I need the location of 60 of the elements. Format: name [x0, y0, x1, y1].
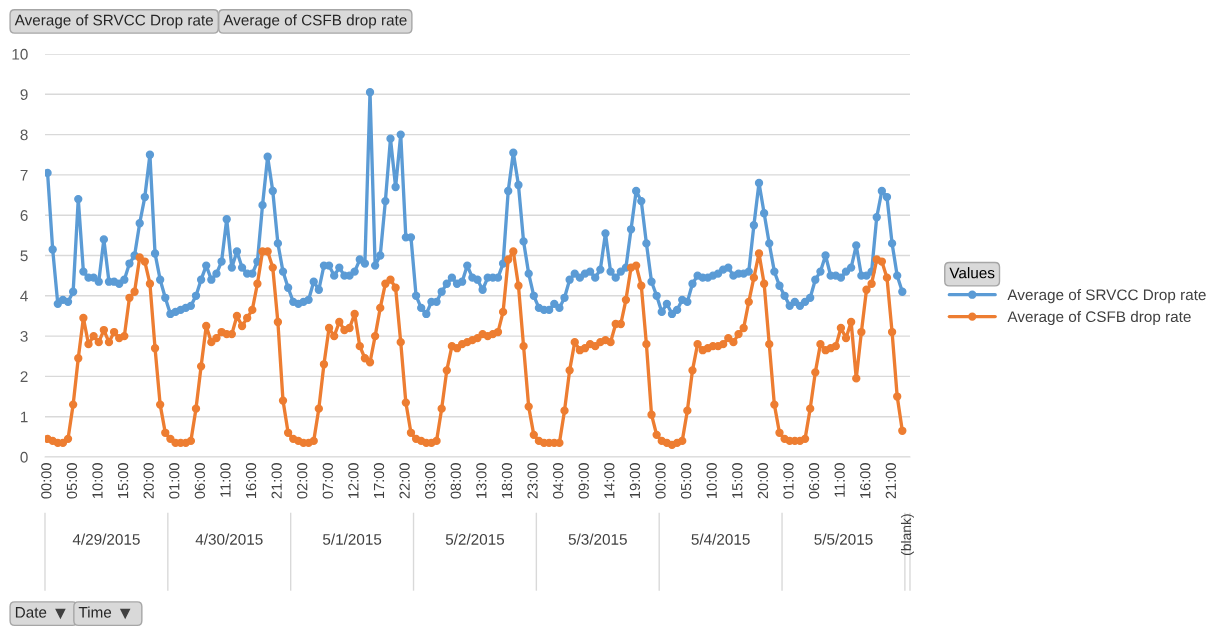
text: 5/3/2015: [568, 533, 627, 545]
x-tick-label: 00:00: [655, 463, 666, 499]
x-tick-label: 18:00: [501, 463, 513, 498]
y-tick-label: 7: [20, 169, 28, 181]
text: 4/29/2015: [72, 533, 140, 545]
x-tick-label: 12:00: [348, 463, 359, 498]
x-tick-label: 03:00: [425, 463, 436, 499]
x-tick-label: 11:00: [220, 463, 231, 497]
y-tick-label: 2: [20, 371, 28, 382]
text: (blank): [900, 514, 914, 556]
x-tick-label: 01:00: [783, 463, 794, 499]
x-tick-label: 15:00: [117, 463, 129, 498]
y-tick-label: 0: [20, 451, 28, 463]
x-tick-label: 11:00: [834, 463, 845, 497]
y-tick-label: 6: [20, 210, 28, 221]
x-tick-label: 04:00: [552, 463, 564, 499]
x-tick-label: 10:00: [706, 463, 717, 498]
text: Date: [15, 607, 47, 618]
x-tick-label: 06:00: [194, 463, 206, 499]
x-tick-label: 20:00: [143, 463, 154, 499]
x-tick-label: 22:00: [399, 463, 410, 499]
x-tick-label: 16:00: [245, 463, 257, 498]
x-tick-label: 23:00: [527, 463, 538, 499]
text: 4/30/2015: [195, 533, 263, 545]
x-tick-label: 21:00: [885, 463, 896, 499]
x-tick-label: 19:00: [629, 463, 641, 498]
x-tick-label: 08:00: [450, 463, 461, 499]
x-tick-label: 07:00: [322, 463, 333, 499]
x-tick-label: 14:00: [604, 463, 615, 498]
text: 5/5/2015: [814, 533, 873, 545]
x-tick-label: 01:00: [169, 463, 180, 499]
text: Average of CSFB drop rate: [223, 14, 407, 29]
x-tick-label: 05:00: [680, 463, 692, 499]
y-tick-label: 8: [20, 129, 28, 141]
legend-label: Average of SRVCC Drop rate: [1007, 289, 1206, 304]
text: 5/1/2015: [322, 533, 382, 545]
x-tick-label: 02:00: [297, 463, 308, 499]
y-tick-label: 4: [20, 290, 28, 302]
x-tick-label: 09:00: [578, 463, 589, 499]
x-tick-label: 00:00: [41, 463, 52, 499]
x-tick-label: 06:00: [808, 463, 820, 499]
x-tick-label: 16:00: [860, 463, 871, 498]
x-tick-label: 21:00: [271, 463, 282, 499]
y-tick-label: 3: [20, 330, 28, 342]
y-tick-label: 1: [21, 411, 28, 423]
y-tick-label: 9: [20, 89, 28, 100]
x-tick-label: 13:00: [476, 463, 487, 498]
x-tick-label: 17:00: [373, 463, 385, 498]
x-tick-label: 10:00: [92, 463, 103, 498]
y-tick-label: 10: [12, 48, 28, 60]
text: Time: [78, 606, 112, 618]
legend-title: Values: [949, 267, 995, 279]
x-tick-label: 20:00: [757, 463, 769, 499]
text: Average of SRVCC Drop rate: [14, 14, 214, 29]
y-tick-label: 5: [20, 250, 28, 262]
x-tick-label: 05:00: [66, 463, 78, 499]
text: 5/2/2015: [445, 533, 505, 545]
x-tick-label: 15:00: [732, 463, 743, 498]
text: 5/4/2015: [691, 533, 750, 545]
legend-label: Average of CSFB drop rate: [1007, 310, 1191, 326]
